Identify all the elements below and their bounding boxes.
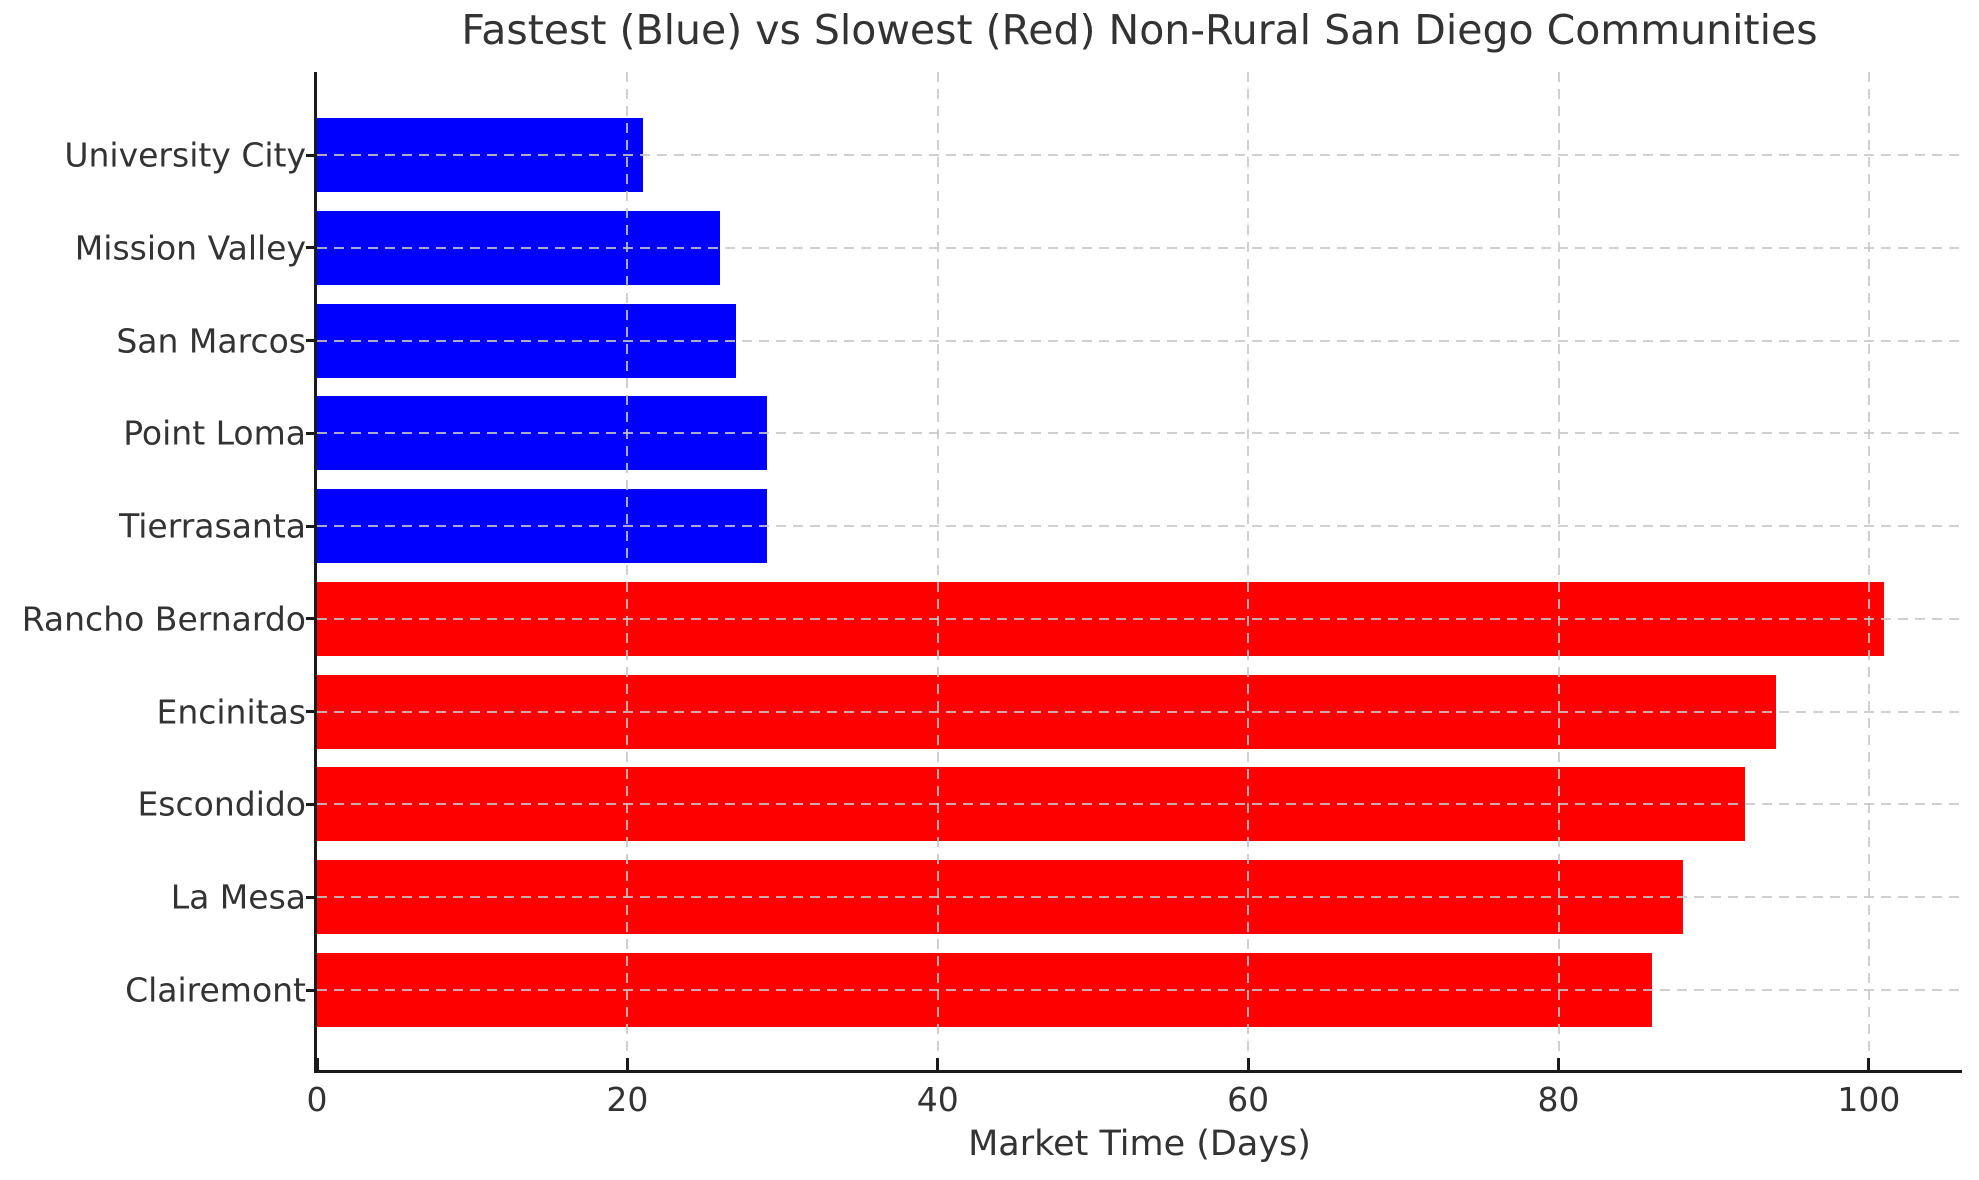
y-tick-label-point-loma: Point Loma [123, 413, 306, 453]
y-tick-mark-point-loma [306, 431, 317, 435]
y-tick-label-tierrasanta: Tierrasanta [119, 506, 306, 546]
x-tick-label-40: 40 [916, 1080, 959, 1119]
y-tick-label-san-marcos: San Marcos [116, 321, 306, 361]
y-tick-label-la-mesa: La Mesa [170, 877, 306, 917]
y-tick-mark-clairemont [306, 988, 317, 992]
y-tick-mark-university-city [306, 153, 317, 157]
y-tick-label-rancho-bernardo: Rancho Bernardo [21, 599, 306, 639]
y-tick-label-encinitas: Encinitas [156, 692, 306, 732]
gridline-x-100 [1867, 72, 1870, 1070]
y-tick-mark-la-mesa [306, 895, 317, 899]
chart-title: Fastest (Blue) vs Slowest (Red) Non-Rura… [461, 6, 1818, 54]
y-tick-mark-san-marcos [306, 339, 317, 343]
y-tick-mark-escondido [306, 802, 317, 806]
y-tick-label-escondido: Escondido [137, 784, 306, 824]
x-tick-mark-0 [315, 1058, 319, 1070]
x-tick-label-100: 100 [1837, 1080, 1901, 1119]
gridline-y-san-marcos [317, 339, 1962, 342]
x-tick-mark-60 [1246, 1058, 1250, 1070]
gridline-x-60 [1247, 72, 1250, 1070]
gridline-y-clairemont [317, 989, 1962, 992]
gridline-y-university-city [317, 154, 1962, 156]
y-tick-label-university-city: University City [64, 135, 306, 175]
gridline-y-point-loma [317, 432, 1962, 435]
gridline-y-encinitas [317, 710, 1962, 713]
x-tick-label-60: 60 [1227, 1080, 1270, 1119]
gridline-x-40 [936, 72, 939, 1070]
x-tick-label-80: 80 [1537, 1080, 1580, 1119]
x-tick-mark-20 [625, 1058, 629, 1070]
y-tick-mark-encinitas [306, 710, 317, 714]
x-tick-label-20: 20 [606, 1080, 649, 1119]
y-tick-label-mission-valley: Mission Valley [74, 228, 306, 268]
x-tick-mark-100 [1867, 1058, 1871, 1070]
gridline-y-escondido [317, 803, 1962, 806]
x-axis-spine [314, 1070, 1962, 1073]
plot-area [306, 72, 1962, 1073]
x-tick-mark-80 [1557, 1058, 1560, 1070]
y-axis-tick-labels: University City Mission Valley San Marcos P… [0, 72, 306, 1070]
x-tick-mark-40 [936, 1058, 940, 1070]
x-axis-tick-labels: 0 20 40 60 80 100 [307, 1080, 1962, 1122]
gridline-y-mission-valley [317, 246, 1962, 249]
x-tick-label-0: 0 [306, 1080, 328, 1119]
gridline-y-tierrasanta [317, 525, 1962, 528]
gridline-y-rancho-bernardo [317, 617, 1962, 620]
x-axis-title: Market Time (Days) [968, 1124, 1311, 1164]
y-tick-label-clairemont: Clairemont [125, 970, 306, 1010]
gridline-x-20 [626, 72, 629, 1070]
gridline-y-la-mesa [317, 896, 1962, 899]
y-axis-spine [314, 72, 317, 1073]
y-tick-mark-mission-valley [306, 246, 317, 250]
gridline-x-80 [1557, 72, 1560, 1070]
y-tick-mark-rancho-bernardo [306, 617, 317, 621]
y-tick-mark-tierrasanta [306, 524, 317, 528]
